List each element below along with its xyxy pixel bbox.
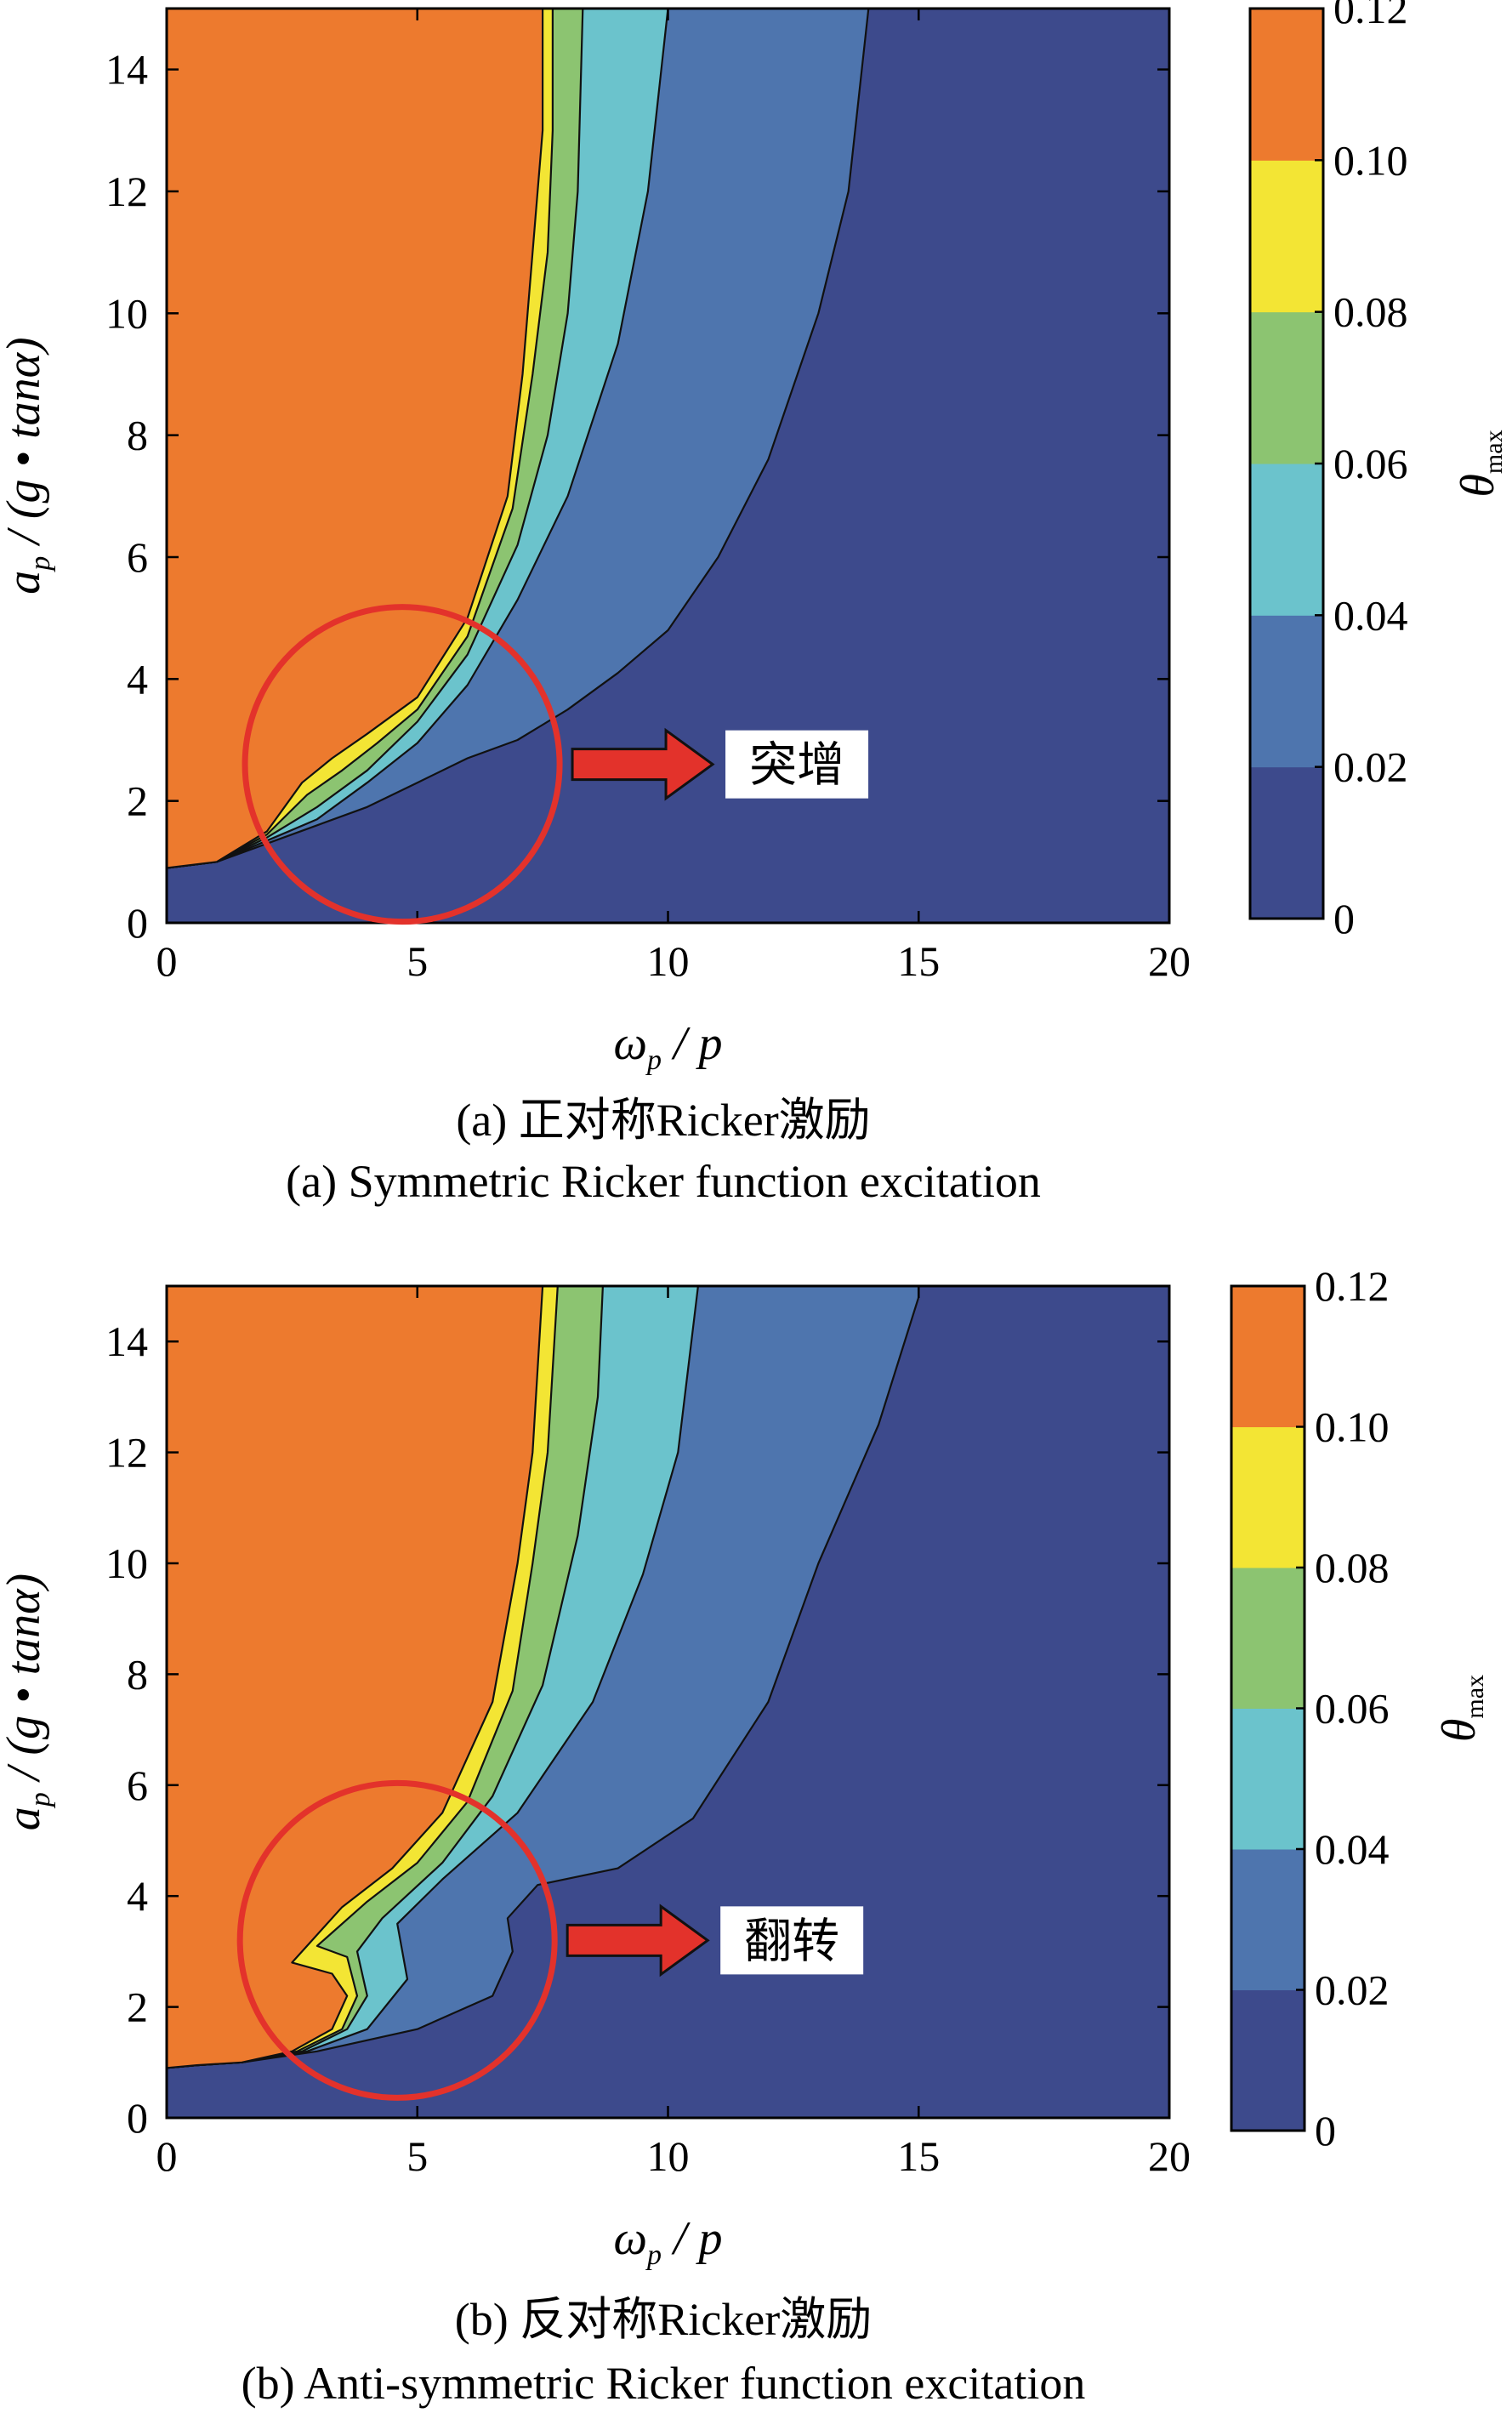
contour-region-0.1	[167, 9, 543, 868]
colorbar-tick-label: 0.08	[1333, 288, 1408, 336]
caption-cn: (a) 正对称Ricker激励	[456, 1095, 870, 1146]
y-tick-label: 14	[105, 46, 148, 94]
colorbar-swatch	[1231, 1708, 1305, 1850]
colorbar-tick-label: 0.04	[1333, 591, 1408, 639]
colorbar-swatch	[1231, 1426, 1305, 1568]
colorbar-tick-label: 0.06	[1315, 1685, 1390, 1733]
colorbar-tick-label: 0.02	[1333, 743, 1408, 791]
colorbar-tick-label: 0.02	[1315, 1966, 1390, 2014]
y-tick-label: 14	[105, 1317, 148, 1365]
annotation-label: 翻转	[744, 1914, 839, 1969]
x-axis-label: ωp / p	[613, 2212, 722, 2271]
colorbar-a: 0 0.02 0.04 0.06 0.08 0.10 0.12 θmax	[1248, 0, 1508, 942]
colorbar-label: θmax	[1433, 1675, 1489, 1742]
x-tick-label: 5	[406, 937, 428, 985]
annotation-box	[720, 1906, 864, 1975]
colorbar-tick-label: 0.12	[1333, 0, 1408, 32]
contour-line-0.08	[167, 9, 554, 869]
y-tick-label: 8	[127, 412, 148, 459]
colorbar-label: θmax	[1452, 430, 1508, 497]
chart-b: 0 5 10 15 20 0 2 4 6 8 10 12 14 ωp / p ap / (g • tanα)…	[0, 1262, 1489, 2409]
colorbar-swatch	[1250, 9, 1323, 161]
caption-en: (a) Symmetric Ricker function excitation	[286, 1156, 1041, 1207]
colorbar-tick-label: 0.04	[1315, 1825, 1390, 1873]
y-tick-label: 4	[127, 1872, 148, 1920]
contour-line-0.06	[167, 9, 584, 869]
annotation-label: 突增	[749, 738, 844, 794]
x-tick-label: 0	[156, 937, 178, 985]
x-tick-label: 10	[647, 937, 690, 985]
y-tick-label: 4	[127, 655, 148, 703]
x-tick-label: 10	[647, 2132, 690, 2180]
colorbar-tick-label: 0.06	[1333, 440, 1408, 487]
x-tick-label: 15	[897, 937, 940, 985]
colorbar-tick-label: 0	[1333, 895, 1355, 942]
y-tick-label: 6	[127, 1761, 148, 1809]
colorbar-tick-label: 0	[1315, 2107, 1336, 2154]
colorbar-swatch	[1231, 1286, 1305, 1427]
annotation-arrow	[566, 1904, 710, 1978]
colorbar-tick-label: 0.10	[1315, 1403, 1390, 1451]
colorbar-swatch	[1250, 311, 1323, 464]
x-tick-label: 5	[406, 2132, 428, 2180]
contour-line-0.04	[167, 9, 669, 869]
y-tick-label: 2	[127, 777, 148, 825]
y-tick-label: 0	[127, 899, 148, 947]
plot-area-a	[167, 9, 1169, 923]
y-tick-label: 8	[127, 1650, 148, 1698]
colorbar-tick-label: 0.12	[1315, 1262, 1390, 1310]
plot-area-b	[167, 1286, 1169, 2118]
contour-line-0.1	[167, 1286, 544, 2069]
colorbar-swatch	[1250, 160, 1323, 313]
caption-cn: (b) 反对称Ricker激励	[455, 2294, 872, 2345]
colorbar-swatch	[1250, 615, 1323, 768]
colorbar-swatch	[1250, 766, 1323, 919]
y-axis-label: ap / (g • tanα)	[0, 1574, 56, 1830]
contour-region-0.1	[167, 1286, 543, 2069]
y-tick-label: 10	[105, 289, 148, 337]
annotation-box	[725, 730, 869, 799]
annotation-arrow	[571, 727, 715, 801]
y-tick-label: 6	[127, 533, 148, 581]
x-tick-label: 20	[1148, 937, 1191, 985]
y-tick-label: 12	[105, 168, 148, 215]
colorbar-swatch	[1231, 1568, 1305, 1709]
y-tick-label: 0	[127, 2094, 148, 2142]
chart-a: 0 5 10 15 20 0 2 4 6 8 10 12 14 ωp / p ap / (g • tanα)…	[0, 0, 1508, 1207]
colorbar-tick-label: 0.10	[1333, 136, 1408, 184]
colorbar-swatch	[1231, 1989, 1305, 2131]
y-tick-label: 12	[105, 1429, 148, 1477]
colorbar-tick-label: 0.08	[1315, 1544, 1390, 1591]
y-axis-label: ap / (g • tanα)	[0, 337, 56, 594]
colorbar-swatch	[1231, 1849, 1305, 1990]
colorbar-b: 0 0.02 0.04 0.06 0.08 0.10 0.12 θmax	[1230, 1262, 1489, 2154]
x-tick-label: 15	[897, 2132, 940, 2180]
x-tick-label: 20	[1148, 2132, 1191, 2180]
highlight-circle	[236, 1779, 558, 2101]
colorbar-swatch	[1250, 464, 1323, 616]
caption-en: (b) Anti-symmetric Ricker function excit…	[242, 2358, 1086, 2409]
y-tick-label: 10	[105, 1539, 148, 1587]
contour-line-0.1	[167, 9, 544, 869]
contour-line-0.02	[167, 9, 870, 869]
x-axis-label: ωp / p	[613, 1017, 722, 1076]
x-tick-label: 0	[156, 2132, 178, 2180]
highlight-circle	[242, 604, 563, 925]
y-tick-label: 2	[127, 1983, 148, 2031]
